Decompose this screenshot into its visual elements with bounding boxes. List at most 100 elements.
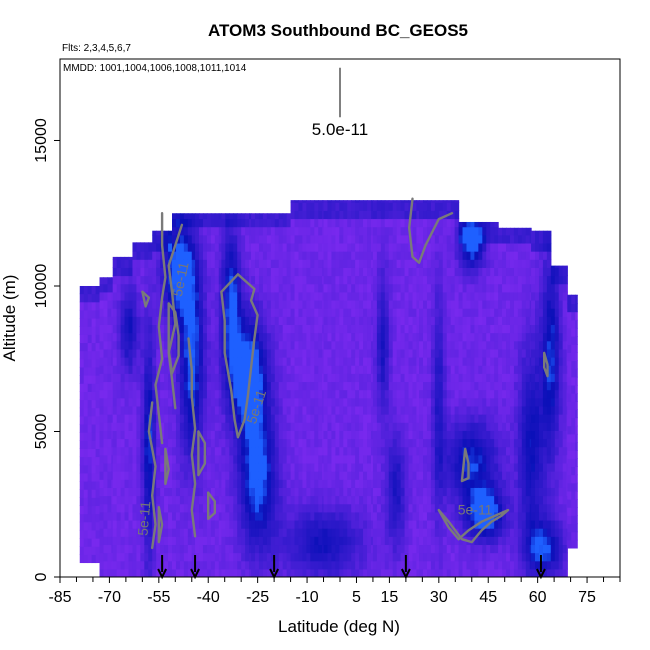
heatmap-cell	[388, 267, 394, 277]
heatmap-cell	[335, 251, 340, 260]
heatmap-cell	[370, 568, 374, 577]
heatmap-cell	[408, 308, 414, 317]
heatmap-cell	[270, 511, 276, 521]
heatmap-cell	[347, 202, 352, 211]
heatmap-cell	[506, 283, 511, 293]
heatmap-cell	[347, 495, 352, 505]
heatmap-cell	[363, 487, 368, 497]
heatmap-cell	[355, 202, 360, 211]
heatmap-cell	[294, 560, 300, 570]
heatmap-cell	[294, 389, 300, 399]
heatmap-cell	[225, 234, 230, 244]
heatmap-cell	[335, 438, 340, 448]
heatmap-cell	[372, 430, 378, 440]
heatmap-cell	[241, 365, 246, 374]
heatmap-cell	[367, 283, 372, 293]
heatmap-cell	[458, 291, 464, 301]
heatmap-cell	[278, 487, 284, 497]
heatmap-cell	[251, 438, 256, 448]
heatmap-cell	[310, 454, 315, 464]
heatmap-cell	[112, 299, 118, 309]
heatmap-cell	[509, 422, 515, 431]
heatmap-cell	[416, 275, 420, 285]
heatmap-cell	[278, 251, 284, 260]
heatmap-cell	[486, 234, 491, 244]
heatmap-cell	[372, 226, 378, 236]
heatmap-cell	[388, 422, 394, 431]
heatmap-cell	[245, 536, 250, 546]
heatmap-cell	[302, 267, 307, 277]
heatmap-cell	[367, 528, 372, 537]
heatmap-cell	[221, 405, 226, 415]
heatmap-cell	[214, 454, 220, 464]
heatmap-cell	[434, 503, 440, 513]
heatmap-cell	[274, 365, 280, 374]
heatmap-cell	[175, 275, 181, 285]
heatmap-cell	[274, 259, 280, 268]
heatmap-cell	[187, 503, 193, 513]
heatmap-cell	[502, 454, 507, 464]
heatmap-cell	[306, 487, 311, 497]
heatmap-cell	[314, 462, 319, 472]
heatmap-cell	[237, 213, 242, 220]
heatmap-cell	[310, 291, 315, 301]
heatmap-cell	[302, 210, 307, 220]
heatmap-cell	[270, 536, 276, 546]
heatmap-cell	[430, 528, 436, 537]
heatmap-cell	[278, 503, 284, 513]
heatmap-cell	[434, 568, 440, 577]
heatmap-cell	[474, 479, 479, 488]
heatmap-cell	[486, 348, 491, 358]
heatmap-cell	[262, 373, 268, 383]
heatmap-cell	[408, 568, 414, 577]
heatmap-cell	[245, 332, 250, 342]
heatmap-cell	[458, 234, 464, 244]
heatmap-cell	[124, 357, 130, 366]
heatmap-cell	[79, 432, 85, 441]
heatmap-cell	[290, 291, 296, 301]
heatmap-cell	[454, 389, 460, 399]
heatmap-cell	[446, 324, 452, 334]
heatmap-cell	[412, 519, 418, 529]
heatmap-cell	[258, 348, 264, 358]
heatmap-cell	[347, 348, 352, 358]
heatmap-cell	[426, 299, 432, 309]
heatmap-cell	[290, 259, 296, 268]
heatmap-cell	[509, 511, 515, 521]
heatmap-cell	[482, 552, 487, 562]
heatmap-cell	[478, 471, 483, 480]
heatmap-cell	[152, 291, 157, 301]
heatmap-cell	[430, 316, 436, 325]
heatmap-cell	[187, 275, 193, 285]
heatmap-cell	[359, 202, 364, 211]
heatmap-cell	[241, 283, 246, 293]
heatmap-cell	[124, 544, 130, 554]
heatmap-cell	[454, 267, 460, 277]
heatmap-cell	[466, 544, 472, 554]
heatmap-cell	[168, 405, 173, 415]
heatmap-cell	[347, 430, 352, 440]
heatmap-cell	[172, 275, 177, 285]
heatmap-cell	[290, 275, 296, 285]
heatmap-cell	[339, 283, 344, 293]
heatmap-cell	[270, 324, 276, 334]
heatmap-cell	[470, 251, 475, 260]
heatmap-cell	[335, 454, 340, 464]
heatmap-cell	[423, 365, 428, 374]
heatmap-cell	[245, 511, 250, 521]
heatmap-cell	[314, 438, 319, 448]
heatmap-cell	[384, 210, 390, 220]
heatmap-cell	[160, 528, 165, 537]
heatmap-cell	[255, 389, 260, 399]
heatmap-cell	[112, 348, 118, 358]
heatmap-cell	[95, 407, 101, 417]
heatmap-cell	[95, 440, 101, 449]
heatmap-cell	[474, 405, 479, 415]
heatmap-cell	[359, 536, 364, 546]
heatmap-cell	[124, 275, 130, 285]
heatmap-cell	[400, 414, 406, 423]
heatmap-cell	[412, 299, 418, 309]
heatmap-cell	[156, 544, 161, 554]
heatmap-cell	[347, 267, 352, 277]
heatmap-cell	[191, 454, 196, 464]
